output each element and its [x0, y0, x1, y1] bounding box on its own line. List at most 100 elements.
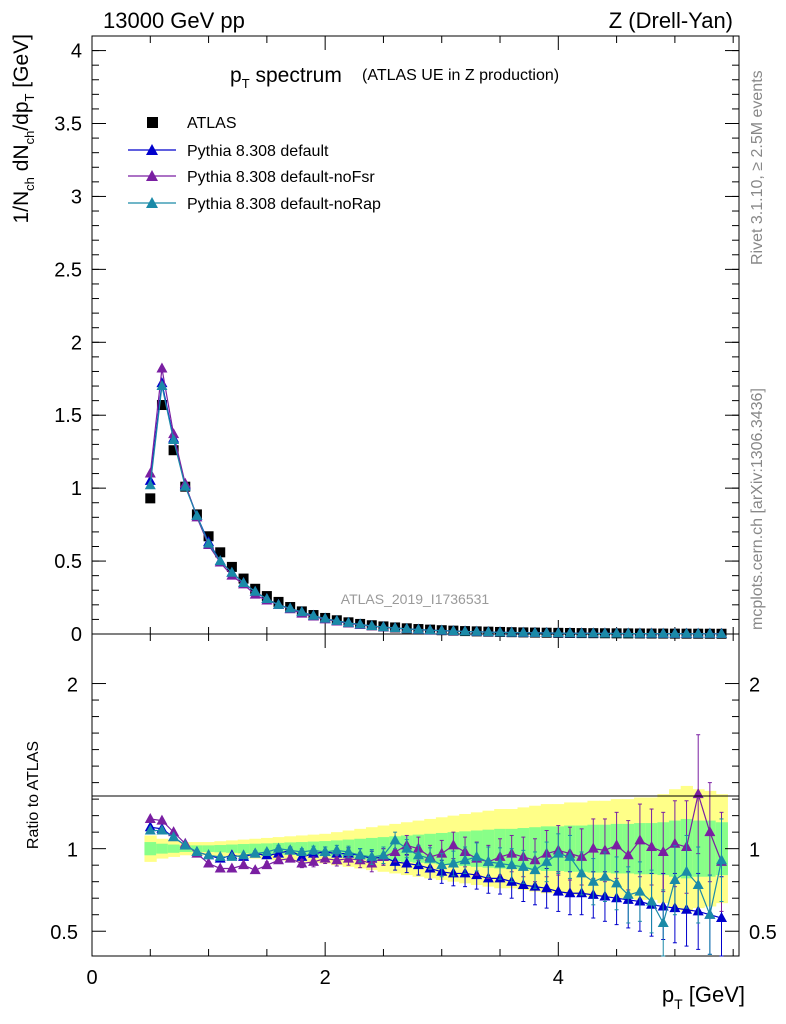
ratio-point: [238, 849, 250, 860]
main-point: [424, 624, 436, 635]
ratio-point: [296, 845, 308, 856]
main-point: [226, 566, 238, 577]
main-point: [541, 627, 553, 638]
ratio-point: [319, 845, 331, 856]
ratio-band-inner: [167, 844, 181, 853]
ratio-ytick-label-right: 2: [749, 675, 760, 697]
main-point: [238, 576, 250, 587]
ratio-point: [634, 885, 646, 896]
main-point: [401, 622, 413, 633]
ratio-point: [144, 824, 156, 835]
ratio-point: [436, 847, 448, 858]
ratio-axis-ticks: 0.5 0.5 1 1 2 2 0 2 4: [50, 634, 777, 989]
main-point: [331, 614, 343, 625]
main-ytick-label: 0.5: [54, 551, 82, 573]
ratio-point: [669, 837, 681, 848]
ratio-point: [412, 849, 424, 860]
main-ytick-label: 1: [71, 478, 82, 500]
ratio-point: [541, 855, 553, 866]
main-point: [669, 627, 681, 638]
ratio-ytick-label-right: 1: [749, 840, 760, 862]
ratio-point: [331, 854, 343, 865]
ratio-point: [226, 850, 238, 861]
ratio-point: [284, 852, 296, 863]
main-series: [144, 362, 728, 639]
ratio-point: [552, 847, 564, 858]
ratio-point: [587, 875, 599, 886]
main-point: [366, 619, 378, 630]
ratio-point: [599, 870, 611, 881]
main-point: [517, 626, 529, 637]
ratio-band-inner: [202, 845, 216, 852]
main-point: [552, 627, 564, 638]
main-point: [459, 625, 471, 636]
main-point: [191, 509, 203, 520]
ratio-ylabel: Ratio to ATLAS: [25, 741, 42, 849]
main-point: [144, 479, 156, 490]
main-ytick-label: 3.5: [54, 114, 82, 136]
ratio-point: [389, 845, 401, 856]
ratio-point: [389, 834, 401, 845]
ratio-point: [214, 850, 226, 861]
main-point: [611, 627, 623, 638]
ratio-band-inner: [365, 837, 379, 860]
xtick-label: 0: [86, 967, 97, 989]
rivet-label: Rivet 3.1.10, ≥ 2.5M events: [749, 70, 766, 265]
main-point: [657, 627, 669, 638]
ratio-series: [144, 734, 728, 957]
ratio-band-inner: [156, 843, 169, 854]
ratio-point: [238, 859, 250, 870]
main-point: [681, 627, 693, 638]
ratio-point: [447, 857, 459, 868]
main-point: [599, 627, 611, 638]
main-point: [354, 618, 366, 629]
main-point: [214, 555, 226, 566]
ratio-point: [179, 839, 191, 850]
atlas-point: [156, 400, 167, 411]
ratio-ytick-label: 2: [67, 675, 78, 697]
main-point: [447, 625, 459, 636]
ratio-point: [401, 857, 413, 868]
ratio-point: [564, 850, 576, 861]
ratio-point: [622, 888, 634, 899]
ratio-band-inner: [144, 842, 157, 856]
main-point: [564, 627, 576, 638]
main-point: [646, 627, 658, 638]
ratio-point: [506, 859, 518, 870]
main-point: [261, 592, 273, 603]
legend-atlas-marker: [147, 117, 158, 128]
main-point: [587, 627, 599, 638]
ratio-point: [611, 839, 623, 850]
ratio-point: [447, 839, 459, 850]
ratio-point: [599, 844, 611, 855]
ratio-ytick-label: 0.5: [50, 922, 78, 944]
energy-label: 13000 GeV pp: [103, 8, 245, 33]
ratio-point: [692, 878, 704, 889]
ratio-point: [284, 844, 296, 855]
ratio-point: [319, 852, 331, 863]
main-point: [156, 380, 168, 391]
main-point: [436, 624, 448, 635]
ratio-point: [436, 859, 448, 870]
process-label: Z (Drell-Yan): [609, 8, 733, 33]
atlas-point: [168, 445, 179, 456]
ratio-point: [459, 854, 471, 865]
ratio-point: [669, 874, 681, 885]
ratio-band-inner: [237, 844, 250, 854]
main-ylabel: 1/Nch dNch/dpT [GeV]: [10, 34, 37, 224]
ratio-point: [156, 814, 168, 825]
ratio-point: [261, 859, 273, 870]
main-point: [494, 626, 506, 637]
xtick-label: 2: [320, 967, 331, 989]
ratio-point: [681, 865, 693, 876]
main-point: [342, 616, 354, 627]
ratio-point: [587, 842, 599, 853]
main-point: [377, 621, 389, 632]
ratio-point: [168, 831, 180, 842]
xtick-label: 4: [553, 967, 564, 989]
ratio-point: [716, 854, 728, 865]
ratio-point: [203, 857, 215, 868]
ratio-point: [144, 812, 156, 823]
main-ytick-label: 2.5: [54, 259, 82, 281]
